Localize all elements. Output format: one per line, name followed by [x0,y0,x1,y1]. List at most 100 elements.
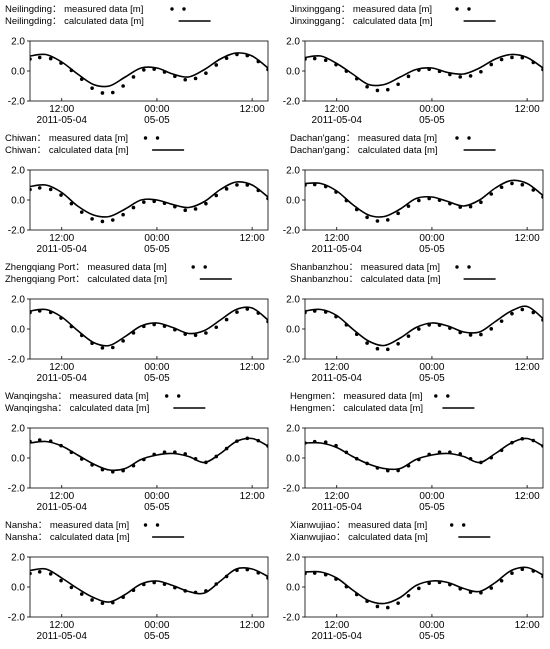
measured-point [427,581,431,586]
measured-point [499,448,504,453]
measured-point [437,69,442,74]
x-tick-sublabel: 05-05 [419,115,445,126]
x-tick-label: 12:00 [49,233,74,244]
measured-point [499,319,504,323]
measured-point [499,185,504,190]
measured-point [520,307,525,312]
measured-point [510,55,514,60]
y-tick-label: -2.0 [8,613,26,624]
measured-point [266,576,268,580]
x-tick-label: 12:00 [240,491,265,502]
measured-point [448,326,452,330]
y-tick-label: 2.0 [286,295,300,306]
measured-point [479,200,483,205]
measured-point [48,439,53,443]
measured-point [59,443,63,448]
measured-point [90,341,94,346]
measured-point [142,457,146,462]
legend-label-measured: Nansha： measured data [m] [5,520,129,531]
chart-svg: Jinxinggang： measured data [m]Jinxinggan… [283,4,544,126]
legend-label-calculated: Nansha： calculated data [m] [5,532,130,543]
chart-svg: Zhengqiang Port： measured data [m]Zhengq… [5,262,269,384]
x-tick-label: 12:00 [324,491,349,502]
y-tick-label: 2.0 [11,166,25,177]
legend-marker-dot [446,394,450,398]
x-tick-label: 12:00 [515,362,540,373]
measured-point [37,570,42,574]
measured-point [90,86,94,90]
chart-svg: Neilingding： measured data [m]Neilingdin… [5,4,269,126]
measured-point [256,188,261,193]
x-tick-label: 12:00 [49,362,74,373]
legend-marker-dot [191,265,195,269]
measured-point [204,201,208,206]
measured-point [90,463,94,467]
plot-frame [304,298,544,360]
measured-point [48,572,53,576]
legend-label-measured: Xianwujiao： measured data [m] [290,520,427,531]
measured-point [100,219,105,224]
measured-point [312,571,317,575]
measured-point [235,310,239,314]
y-tick-label: -2.0 [8,226,26,237]
measured-point [131,205,136,210]
measured-point [121,468,125,473]
x-tick-label: 12:00 [324,362,349,373]
legend-label-calculated: Xianwujiao： calculated data [m] [290,532,428,543]
measured-point [245,183,250,187]
measured-point [375,346,380,351]
legend-marker-dot [455,265,459,269]
legend-marker-dot [434,394,438,398]
measured-point [162,582,167,586]
measured-point [100,601,105,606]
measured-point [183,589,188,593]
measured-point [344,584,349,589]
measured-point [305,310,307,315]
legend-label-measured: Chiwan： measured data [m] [5,133,128,144]
measured-point [448,450,452,454]
measured-point [385,468,390,473]
measured-point [489,192,494,196]
measured-point [312,309,317,313]
measured-point [90,217,94,221]
measured-point [417,327,421,331]
measured-point [245,567,250,572]
measured-point [448,582,452,587]
y-tick-label: 2.0 [286,424,300,435]
measured-point [100,467,105,472]
measured-point [520,55,525,60]
measured-point [323,184,328,189]
measured-point [365,599,369,604]
measured-point [448,201,452,206]
measured-point [323,440,328,445]
measured-point [417,586,421,591]
legend-marker-dot [155,523,160,527]
x-tick-sublabel: 2011-05-04 [37,115,88,126]
x-tick-label: 12:00 [515,104,540,115]
y-tick-label: 2.0 [11,295,25,306]
plot-frame [304,169,544,231]
measured-point [193,590,198,595]
series-line-calculated [30,566,268,603]
x-tick-label: 00:00 [419,104,444,115]
measured-point [173,450,177,454]
measured-point [30,310,32,315]
measured-point [224,574,229,579]
x-tick-sublabel: 05-05 [144,115,170,126]
legend-marker-dot [455,136,459,140]
y-tick-label: 2.0 [286,37,300,48]
measured-point [396,468,400,473]
measured-point [266,319,268,324]
legend-label-measured: Dachan'gang： measured data [m] [290,133,437,144]
measured-point [541,444,543,448]
measured-point [256,438,261,443]
measured-point [59,193,63,197]
legend-label-measured: Neilingding： measured data [m] [5,4,143,15]
measured-point [183,77,188,82]
x-tick-sublabel: 2011-05-04 [37,373,88,384]
x-tick-label: 00:00 [419,233,444,244]
measured-point [152,452,156,457]
measured-point [323,310,328,314]
measured-point [110,345,115,350]
